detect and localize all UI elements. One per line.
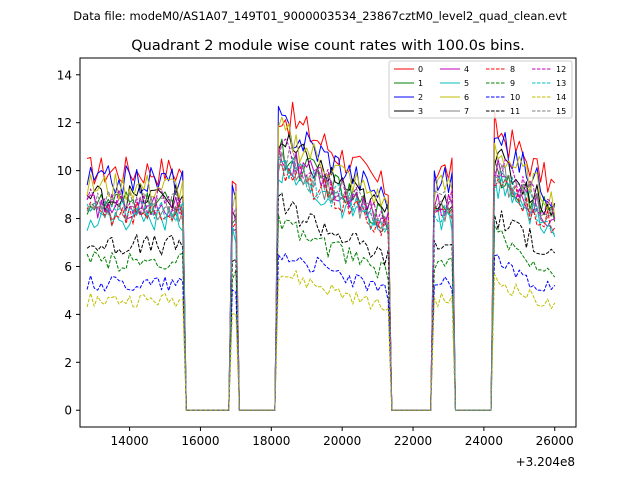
legend-label-0: 0 [418, 65, 423, 74]
series-line-2 [86, 105, 555, 411]
y-tick-label: 12 [57, 116, 72, 130]
y-tick-label: 6 [64, 260, 72, 274]
legend-label-2: 2 [418, 93, 423, 102]
y-tick-label: 2 [64, 356, 72, 370]
y-tick-label: 0 [64, 404, 72, 418]
chart-title: Quadrant 2 module wise count rates with … [131, 38, 525, 54]
x-tick-label: 14000 [111, 434, 149, 448]
legend-label-5: 5 [464, 79, 469, 88]
legend-label-14: 14 [556, 93, 566, 102]
series-line-12 [86, 138, 556, 411]
legend-label-3: 3 [418, 107, 423, 116]
chart-suptitle: Data file: modeM0/AS1A07_149T01_90000035… [73, 9, 567, 23]
y-tick-label: 14 [57, 68, 72, 82]
legend-label-11: 11 [510, 107, 520, 116]
x-offset-label: +3.204e8 [516, 455, 575, 469]
series-line-11 [86, 192, 556, 411]
legend-label-1: 1 [418, 79, 423, 88]
plot-area-frame [79, 57, 577, 428]
y-axis: 0 2 4 6 8 10 12 14 [57, 68, 80, 418]
legend-label-6: 6 [464, 93, 469, 102]
series-layer [86, 101, 556, 411]
x-tick-label: 24000 [465, 434, 503, 448]
legend-label-13: 13 [556, 79, 566, 88]
y-tick-label: 4 [64, 308, 72, 322]
series-line-1 [86, 138, 556, 411]
y-tick-label: 8 [64, 212, 72, 226]
legend-label-8: 8 [510, 65, 515, 74]
series-line-15 [86, 145, 555, 411]
series-line-10 [86, 253, 556, 411]
x-tick-label: 20000 [323, 434, 361, 448]
x-tick-label: 26000 [536, 434, 574, 448]
x-tick-label: 18000 [252, 434, 290, 448]
series-line-14 [86, 270, 556, 411]
y-tick-label: 10 [57, 164, 72, 178]
legend-label-10: 10 [510, 93, 520, 102]
legend-label-9: 9 [510, 79, 515, 88]
series-line-0 [86, 101, 556, 411]
x-axis: 14000 16000 18000 20000 22000 24000 26000 [111, 427, 574, 448]
legend-label-4: 4 [464, 65, 469, 74]
x-tick-label: 22000 [394, 434, 432, 448]
x-tick-label: 16000 [181, 434, 219, 448]
legend-box [388, 60, 573, 119]
legend-label-15: 15 [556, 107, 566, 116]
legend-label-7: 7 [464, 107, 469, 116]
legend-label-12: 12 [556, 65, 566, 74]
series-line-5 [86, 160, 556, 411]
